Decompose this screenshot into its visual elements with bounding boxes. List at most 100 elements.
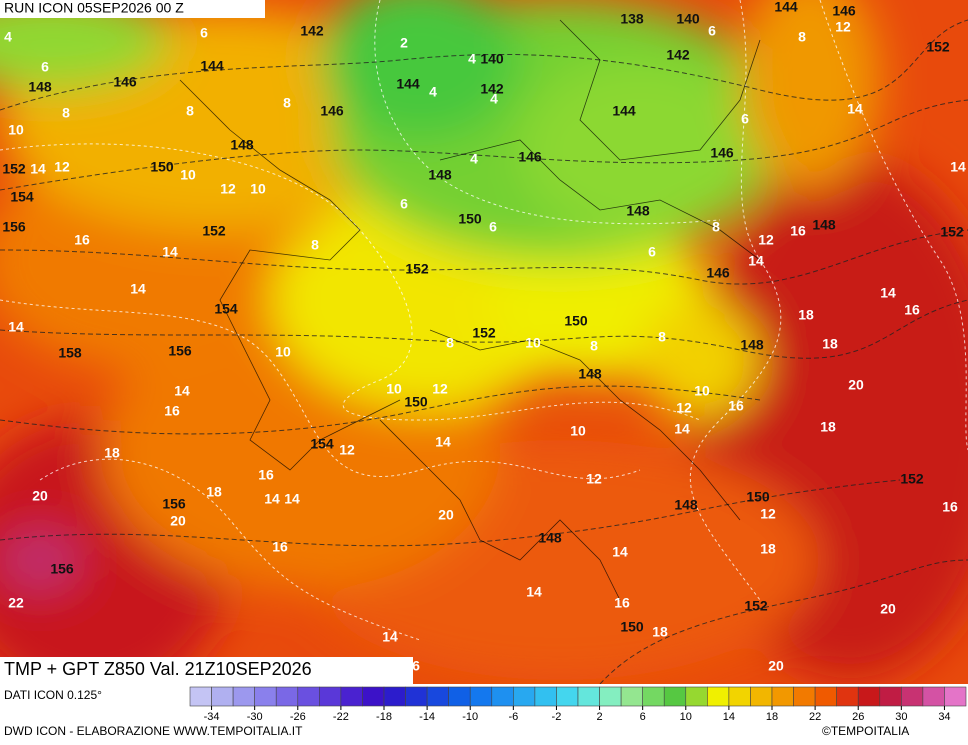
temperature-label: 12 xyxy=(758,232,774,248)
temperature-label: 14 xyxy=(130,281,146,297)
temperature-label: 14 xyxy=(674,421,690,437)
colorbar-tick-label: -18 xyxy=(376,711,392,723)
colorbar-tick-label: -22 xyxy=(333,711,349,723)
temperature-label: 20 xyxy=(880,601,896,617)
temperature-label: 6 xyxy=(741,111,749,127)
temperature-label: 14 xyxy=(847,101,863,117)
geopotential-label: 148 xyxy=(28,79,52,95)
temperature-label: 22 xyxy=(8,595,24,611)
geopotential-label: 148 xyxy=(812,217,836,233)
temperature-label: 12 xyxy=(54,159,70,175)
temperature-label: 6 xyxy=(412,658,420,674)
temperature-label: 14 xyxy=(162,244,178,260)
temperature-label: 12 xyxy=(835,19,851,35)
geopotential-label: 154 xyxy=(310,436,334,452)
temperature-label: 4 xyxy=(490,91,498,107)
geopotential-label: 148 xyxy=(626,203,650,219)
temperature-label: 14 xyxy=(880,285,896,301)
temperature-label: 18 xyxy=(206,484,222,500)
colorbar-swatch xyxy=(383,686,406,707)
temperature-label: 20 xyxy=(768,658,784,674)
temperature-label: 10 xyxy=(694,383,710,399)
geopotential-label: 152 xyxy=(900,471,924,487)
run-label: RUN ICON 05SEP2026 00 Z xyxy=(4,0,184,16)
geopotential-label: 150 xyxy=(150,159,174,175)
temperature-label: 4 xyxy=(4,29,12,45)
geopotential-label: 148 xyxy=(230,137,254,153)
colorbar-tick-label: 30 xyxy=(895,711,907,723)
colorbar-tick-label: -6 xyxy=(508,711,518,723)
colorbar-swatch xyxy=(771,686,794,707)
temperature-label: 4 xyxy=(470,151,478,167)
geopotential-label: 150 xyxy=(458,211,482,227)
geopotential-label: 146 xyxy=(706,265,730,281)
colorbar-swatch xyxy=(620,686,643,707)
geopotential-label: 152 xyxy=(744,598,768,614)
geopotential-label: 146 xyxy=(518,149,542,165)
geopotential-label: 148 xyxy=(740,337,764,353)
colorbar-swatch xyxy=(556,686,579,707)
temperature-label: 14 xyxy=(526,584,542,600)
copyright: ©TEMPOITALIA xyxy=(822,724,909,738)
colorbar-swatch xyxy=(362,686,385,707)
colorbar-tick-label: -10 xyxy=(462,711,478,723)
temperature-label: 14 xyxy=(8,319,24,335)
colorbar-swatch xyxy=(254,686,277,707)
temperature-label: 10 xyxy=(570,423,586,439)
geopotential-label: 152 xyxy=(2,161,26,177)
colorbar-swatch xyxy=(297,686,320,707)
colorbar-swatch xyxy=(513,686,536,707)
geopotential-label: 156 xyxy=(162,496,186,512)
temperature-label: 14 xyxy=(748,253,764,269)
colorbar-swatch xyxy=(685,686,708,707)
temperature-label: 10 xyxy=(180,167,196,183)
geopotential-label: 146 xyxy=(710,145,734,161)
geopotential-label: 148 xyxy=(538,530,562,546)
geopotential-label: 148 xyxy=(674,497,698,513)
colorbar-swatch xyxy=(189,686,212,707)
credit: DWD ICON - ELABORAZIONE WWW.TEMPOITALIA.… xyxy=(4,724,303,738)
geopotential-label: 150 xyxy=(620,619,644,635)
colorbar-swatch xyxy=(836,686,859,707)
temperature-field xyxy=(0,0,968,684)
temperature-label: 12 xyxy=(339,442,355,458)
geopotential-label: 142 xyxy=(300,23,324,39)
temperature-label: 10 xyxy=(525,335,541,351)
colorbar-tick-label: 10 xyxy=(680,711,692,723)
temperature-label: 6 xyxy=(400,196,408,212)
geopotential-label: 144 xyxy=(200,58,224,74)
colorbar-swatch xyxy=(232,686,255,707)
geopotential-label: 150 xyxy=(404,394,428,410)
product-box xyxy=(0,657,413,684)
temperature-label: 8 xyxy=(186,103,194,119)
colorbar-swatch xyxy=(857,686,881,707)
geopotential-label: 148 xyxy=(428,167,452,183)
temperature-label: 8 xyxy=(62,105,70,121)
temperature-label: 6 xyxy=(200,25,208,41)
geopotential-label: 148 xyxy=(578,366,602,382)
geopotential-label: 156 xyxy=(50,561,74,577)
colorbar-swatch xyxy=(728,686,751,707)
colorbar-tick-label: 22 xyxy=(809,711,821,723)
temperature-label: 14 xyxy=(174,383,190,399)
geopotential-label: 152 xyxy=(202,223,226,239)
temperature-label: 12 xyxy=(586,471,602,487)
temperature-label: 14 xyxy=(612,544,628,560)
temperature-label: 20 xyxy=(32,488,48,504)
geopotential-label: 140 xyxy=(480,51,504,67)
colorbar-swatch xyxy=(642,686,665,707)
colorbar-tick-label: -2 xyxy=(552,711,562,723)
geopotential-label: 152 xyxy=(926,39,950,55)
geopotential-label: 140 xyxy=(676,11,700,27)
temperature-label: 14 xyxy=(30,161,46,177)
colorbar-swatch xyxy=(599,686,622,707)
geopotential-label: 146 xyxy=(320,103,344,119)
colorbar-tick-label: -30 xyxy=(247,711,263,723)
temperature-label: 8 xyxy=(311,237,319,253)
temperature-label: 8 xyxy=(658,329,666,345)
colorbar-swatch xyxy=(426,686,449,707)
temperature-label: 4 xyxy=(468,51,476,67)
colorbar-swatch xyxy=(469,686,493,707)
temperature-label: 16 xyxy=(728,398,744,414)
